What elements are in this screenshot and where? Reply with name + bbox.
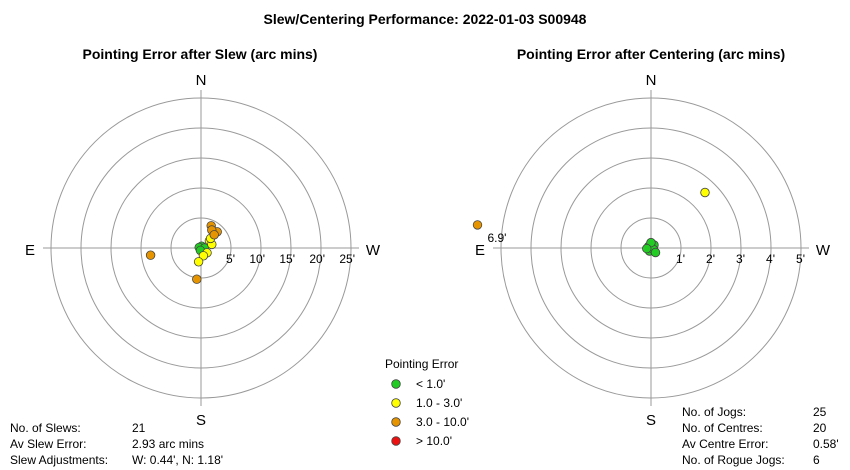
centering-ring-label: 1' xyxy=(676,252,685,266)
centering-polar-plot: Pointing Error after Centering (arc mins… xyxy=(472,46,831,429)
centering-north-label: N xyxy=(646,72,657,89)
legend-item-label: < 1.0' xyxy=(416,377,445,391)
legend-title: Pointing Error xyxy=(385,357,458,371)
stat-label: Av Slew Error: xyxy=(10,437,86,451)
centering-data-point xyxy=(472,220,483,230)
slew-ring-label: 25' xyxy=(339,252,355,266)
legend-item-label: 1.0 - 3.0' xyxy=(416,396,462,410)
stat-label: Av Centre Error: xyxy=(682,437,768,451)
stat-value: W: 0.44', N: 1.18' xyxy=(132,453,223,467)
legend-swatch xyxy=(391,436,401,446)
slew-ring-label: 15' xyxy=(279,252,295,266)
centering-outlier-label: 6.9' xyxy=(488,231,507,245)
stat-value: 0.58' xyxy=(813,437,839,451)
centering-data-point xyxy=(650,247,661,258)
stat-value: 2.93 arc mins xyxy=(132,437,204,451)
centering-stats: No. of Jogs: 25 No. of Centres: 20 Av Centre… xyxy=(682,405,839,467)
slew-south-label: S xyxy=(196,412,206,429)
slew-east-label: E xyxy=(25,242,35,259)
centering-data-point xyxy=(700,187,710,198)
legend-swatch xyxy=(391,417,401,427)
slew-data-point xyxy=(209,230,219,240)
slew-data-point xyxy=(145,250,156,260)
centering-ring-label: 4' xyxy=(766,252,775,266)
stat-label: No. of Rogue Jogs: xyxy=(682,453,785,467)
pointing-error-legend: Pointing Error < 1.0' 1.0 - 3.0' 3.0 - 10.… xyxy=(385,357,469,448)
centering-ring-label: 3' xyxy=(736,252,745,266)
slew-west-label: W xyxy=(366,242,381,259)
slew-north-label: N xyxy=(196,72,207,89)
slew-data-point xyxy=(192,274,202,284)
centering-data-point xyxy=(642,243,652,254)
legend-item-label: > 10.0' xyxy=(416,434,452,448)
slew-stats: No. of Slews: 21 Av Slew Error: 2.93 arc mi… xyxy=(10,421,223,467)
stat-label: No. of Jogs: xyxy=(682,405,746,419)
slew-ring-label: 10' xyxy=(249,252,265,266)
stat-label: Slew Adjustments: xyxy=(10,453,108,467)
stat-value: 20 xyxy=(813,421,827,435)
centering-ring-label: 5' xyxy=(796,252,805,266)
centering-plot-title: Pointing Error after Centering (arc mins… xyxy=(517,46,785,62)
stat-value: 25 xyxy=(813,405,827,419)
stat-value: 6 xyxy=(813,453,820,467)
stat-value: 21 xyxy=(132,421,146,435)
legend-item-label: 3.0 - 10.0' xyxy=(416,415,469,429)
centering-west-label: W xyxy=(816,242,831,259)
slew-ring-label: 5' xyxy=(226,252,235,266)
stat-label: No. of Centres: xyxy=(682,421,763,435)
slew-data-point xyxy=(193,257,204,267)
centering-south-label: S xyxy=(646,412,656,429)
slew-ring-label: 20' xyxy=(309,252,325,266)
slew-plot-title: Pointing Error after Slew (arc mins) xyxy=(83,46,318,62)
stat-label: No. of Slews: xyxy=(10,421,81,435)
legend-swatch xyxy=(391,398,401,408)
chart-title: Slew/Centering Performance: 2022-01-03 S… xyxy=(264,11,587,27)
centering-east-label: E xyxy=(475,242,485,259)
legend-swatch xyxy=(391,379,401,389)
centering-ring-label: 2' xyxy=(706,252,715,266)
slew-polar-plot: Pointing Error after Slew (arc mins) 5' 1… xyxy=(25,46,381,429)
